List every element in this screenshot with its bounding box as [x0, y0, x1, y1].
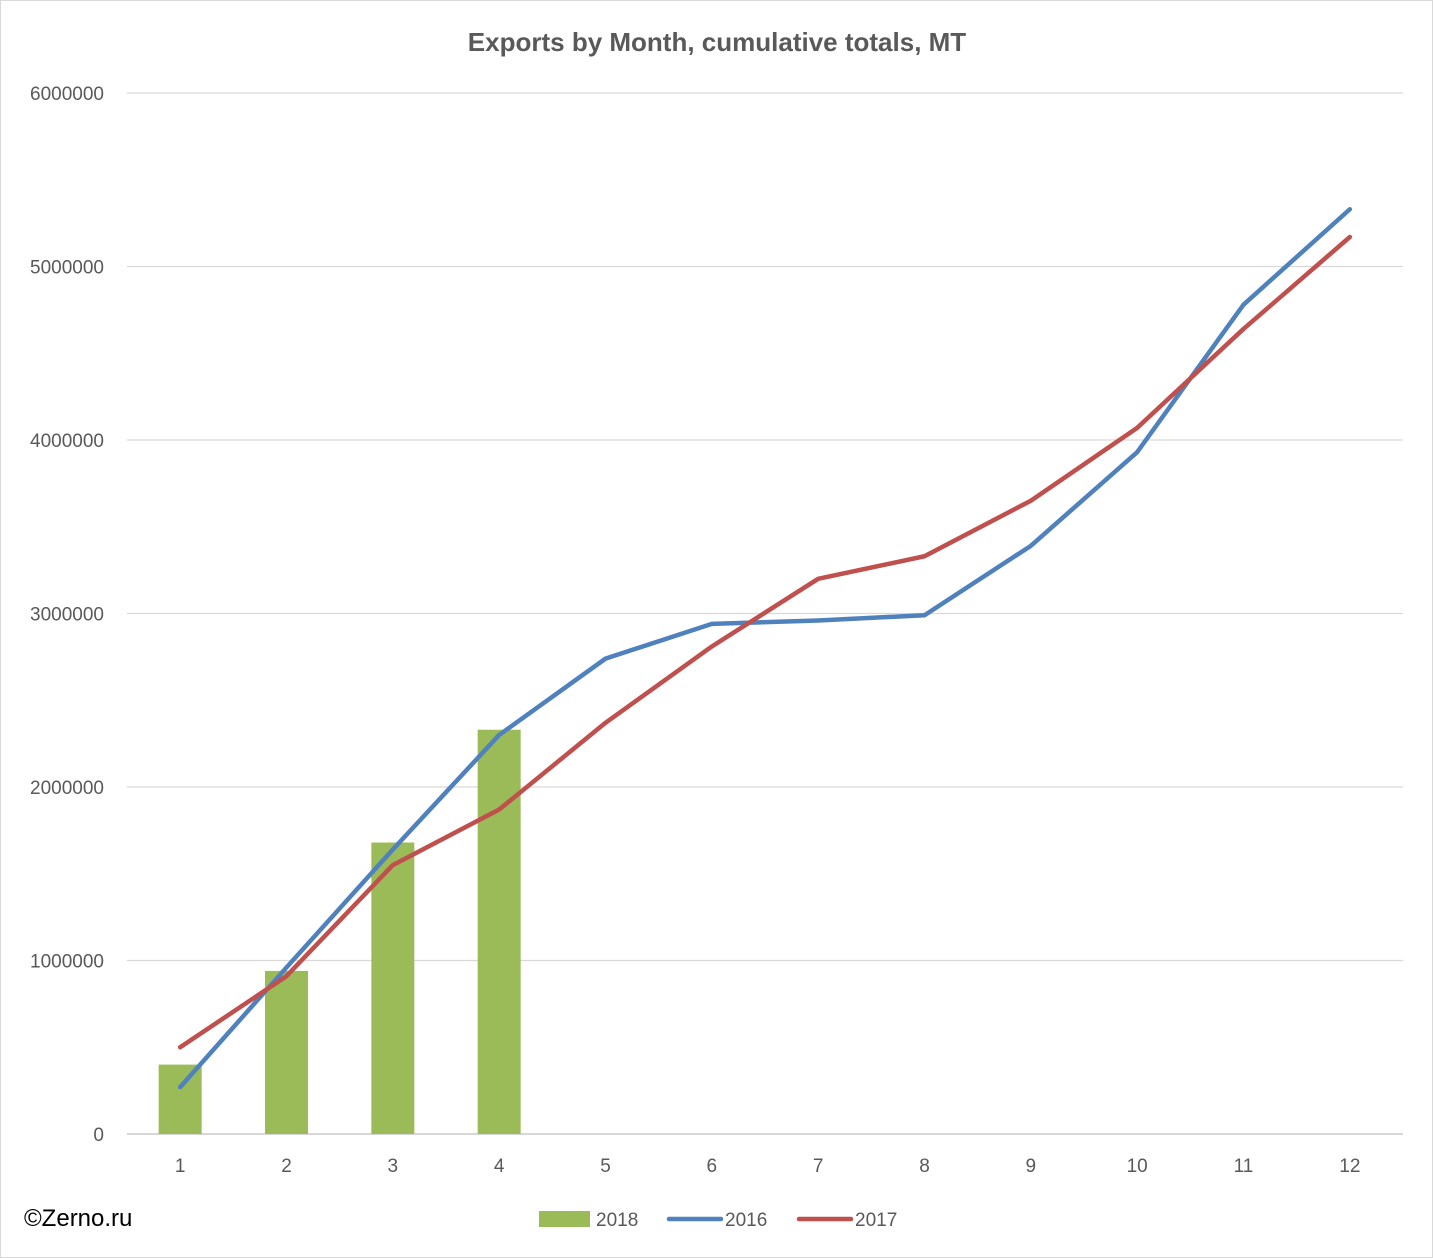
x-tick-label: 2: [281, 1156, 292, 1177]
line-series-2017: [177, 234, 1353, 1050]
x-tick-label: 7: [813, 1156, 824, 1177]
chart-title: Exports by Month, cumulative totals, MT: [468, 27, 966, 57]
legend-label-2016: 2016: [725, 1210, 767, 1231]
y-tick-label: 3000000: [30, 605, 104, 626]
legend-label-2018: 2018: [596, 1210, 638, 1231]
watermark-text: ©Zerno.ru: [24, 1205, 133, 1232]
y-tick-label: 6000000: [30, 84, 104, 105]
y-tick-label: 5000000: [30, 258, 104, 279]
x-tick-label: 3: [388, 1156, 399, 1177]
line-series-layer: [177, 206, 1353, 1090]
y-tick-label: 4000000: [30, 431, 104, 452]
x-tick-label: 12: [1339, 1156, 1360, 1177]
legend: 2018 2016 2017: [539, 1210, 897, 1231]
x-tick-label: 11: [1234, 1156, 1254, 1177]
x-tick-label: 5: [600, 1156, 611, 1177]
x-tick-label: 9: [1026, 1156, 1037, 1177]
bar-series-layer: [158, 729, 521, 1134]
bar-2018-month-2: [265, 970, 308, 1134]
x-tick-label: 8: [919, 1156, 930, 1177]
y-axis-tick-labels: 0 1000000 2000000 3000000 4000000 5000000 6000…: [30, 84, 104, 1146]
x-tick-label: 4: [494, 1156, 505, 1177]
legend-label-2017: 2017: [855, 1210, 897, 1231]
y-tick-label: 2000000: [30, 778, 104, 799]
bar-2018-month-1: [158, 1064, 202, 1134]
x-tick-label: 1: [175, 1156, 186, 1177]
x-axis-tick-labels: 1 2 3 4 5 6 7 8 9 10 11 12: [175, 1156, 1361, 1177]
x-tick-label: 10: [1127, 1156, 1148, 1177]
bar-2018-month-4: [477, 729, 521, 1134]
y-tick-label: 0: [93, 1125, 104, 1146]
line-series-2016: [177, 206, 1353, 1090]
x-tick-label: 6: [707, 1156, 718, 1177]
bar-2018-month-3: [371, 842, 415, 1134]
y-tick-label: 1000000: [30, 952, 104, 973]
gridlines: [127, 92, 1403, 1135]
legend-swatch-2018: [539, 1211, 590, 1227]
